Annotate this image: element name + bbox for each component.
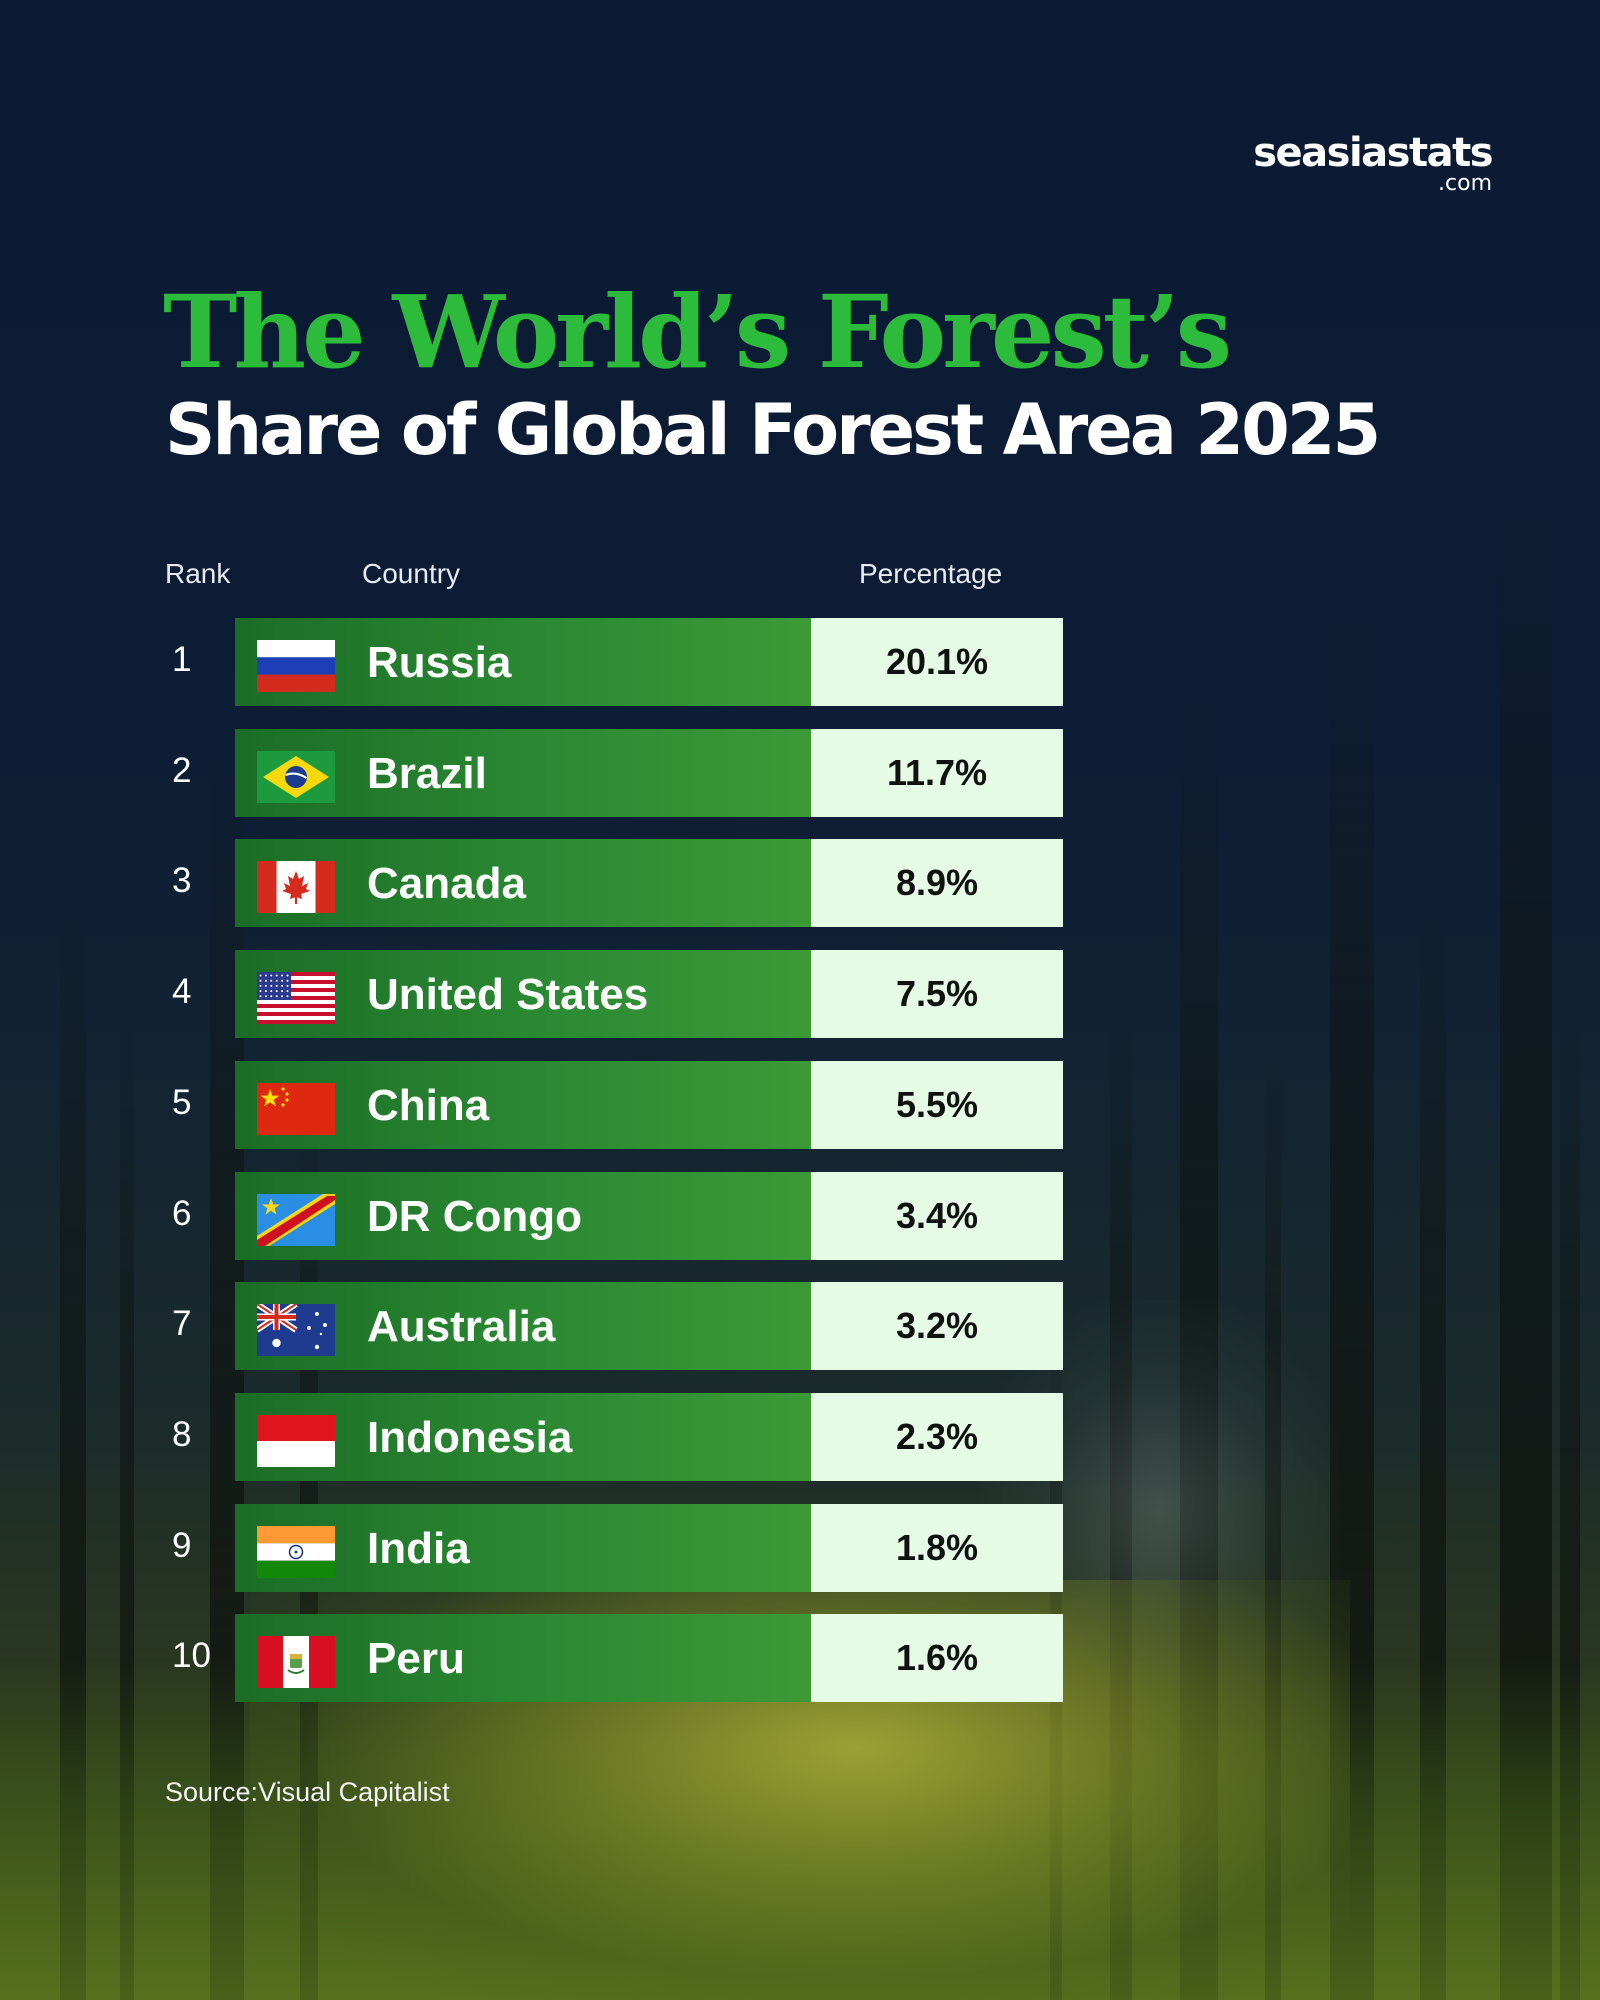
percentage-value: 11.7% bbox=[811, 728, 1063, 817]
canada-flag-icon bbox=[257, 861, 335, 914]
usa-flag-icon bbox=[257, 972, 335, 1025]
tree-trunk bbox=[1420, 900, 1446, 2000]
tree-trunk bbox=[1110, 1000, 1132, 2000]
tree-trunk bbox=[1180, 700, 1218, 2000]
country-bar: Canada bbox=[235, 839, 811, 928]
country-name: Peru bbox=[367, 1634, 465, 1684]
indonesia-flag-icon bbox=[257, 1414, 335, 1467]
india-flag-icon bbox=[257, 1525, 335, 1578]
table-row: 9 India 1.8% bbox=[0, 1503, 1070, 1592]
rank-number: 10 bbox=[172, 1636, 211, 1676]
column-header-country: Country bbox=[362, 558, 461, 589]
rank-number: 1 bbox=[172, 640, 192, 679]
percentage-value: 7.5% bbox=[811, 950, 1063, 1039]
percentage-value: 1.8% bbox=[811, 1503, 1063, 1592]
table-row: 6 DR Congo 3.4% bbox=[0, 1171, 1070, 1260]
table-row: 7 Australia 3.2% bbox=[0, 1282, 1070, 1371]
country-bar: Russia bbox=[235, 618, 811, 706]
tree-trunk bbox=[1330, 600, 1374, 2000]
brand-logo: seasiastats .com bbox=[1250, 130, 1493, 196]
column-header-percentage: Percentage bbox=[859, 558, 1003, 589]
country-bar: India bbox=[235, 1503, 811, 1592]
rank-number: 7 bbox=[172, 1304, 192, 1344]
dr-congo-flag-icon bbox=[257, 1193, 335, 1246]
rank-number: 2 bbox=[172, 750, 192, 790]
country-bar: Brazil bbox=[235, 728, 811, 817]
rank-number: 3 bbox=[172, 861, 192, 901]
rank-number: 4 bbox=[172, 972, 192, 1012]
source-note: Source:Visual Capitalist bbox=[165, 1777, 450, 1807]
percentage-value: 2.3% bbox=[811, 1392, 1063, 1481]
country-name: DR Congo bbox=[367, 1191, 583, 1241]
table-row: 8 Indonesia 2.3% bbox=[0, 1392, 1070, 1481]
country-name: Australia bbox=[367, 1302, 556, 1352]
brand-suffix: .com bbox=[1438, 171, 1492, 196]
tree-trunk bbox=[1560, 1000, 1580, 2000]
country-name: Russia bbox=[367, 638, 512, 687]
country-name: India bbox=[367, 1523, 470, 1573]
percentage-value: 3.4% bbox=[811, 1171, 1063, 1260]
table-row: 2 Brazil 11.7% bbox=[0, 728, 1070, 817]
forest-floor bbox=[0, 1660, 1600, 2000]
percentage-value: 1.6% bbox=[811, 1614, 1063, 1703]
tree-trunk bbox=[1500, 500, 1552, 2000]
country-bar: Australia bbox=[235, 1282, 811, 1371]
tree-trunk bbox=[1265, 1050, 1281, 2000]
country-name: Indonesia bbox=[367, 1412, 573, 1462]
australia-flag-icon bbox=[257, 1304, 335, 1357]
percentage-value: 5.5% bbox=[811, 1060, 1063, 1149]
brand-name: seasiastats bbox=[1253, 130, 1493, 176]
table-row: 4 United States 7.5% bbox=[0, 950, 1070, 1039]
country-bar: DR Congo bbox=[235, 1171, 811, 1260]
table-row: 1 Russia 20.1% bbox=[0, 618, 1070, 706]
rank-number: 8 bbox=[172, 1414, 192, 1454]
country-name: China bbox=[367, 1080, 490, 1130]
chart-title: The World’s Forest’s bbox=[163, 273, 1232, 391]
table-row: 10 Peru 1.6% bbox=[0, 1614, 1070, 1703]
rank-number: 5 bbox=[172, 1082, 192, 1122]
country-bar: Indonesia bbox=[235, 1392, 811, 1481]
rank-number: 6 bbox=[172, 1193, 192, 1233]
country-name: United States bbox=[367, 970, 649, 1020]
table-row: 5 China 5.5% bbox=[0, 1060, 1070, 1149]
percentage-value: 3.2% bbox=[811, 1282, 1063, 1371]
peru-flag-icon bbox=[257, 1636, 335, 1689]
country-name: Brazil bbox=[367, 748, 487, 798]
country-bar: China bbox=[235, 1060, 811, 1149]
column-header-rank: Rank bbox=[165, 558, 231, 589]
country-bar: Peru bbox=[235, 1614, 811, 1703]
tree-trunk bbox=[210, 750, 244, 2000]
chart-subtitle: Share of Global Forest Area 2025 bbox=[165, 389, 1381, 471]
russia-flag-icon bbox=[257, 640, 335, 692]
percentage-value: 20.1% bbox=[811, 618, 1063, 706]
percentage-value: 8.9% bbox=[811, 839, 1063, 928]
rank-number: 9 bbox=[172, 1525, 192, 1565]
country-bar: United States bbox=[235, 950, 811, 1039]
brazil-flag-icon bbox=[257, 750, 335, 803]
country-name: Canada bbox=[367, 859, 526, 909]
china-flag-icon bbox=[257, 1082, 335, 1135]
table-row: 3 Canada 8.9% bbox=[0, 839, 1070, 928]
